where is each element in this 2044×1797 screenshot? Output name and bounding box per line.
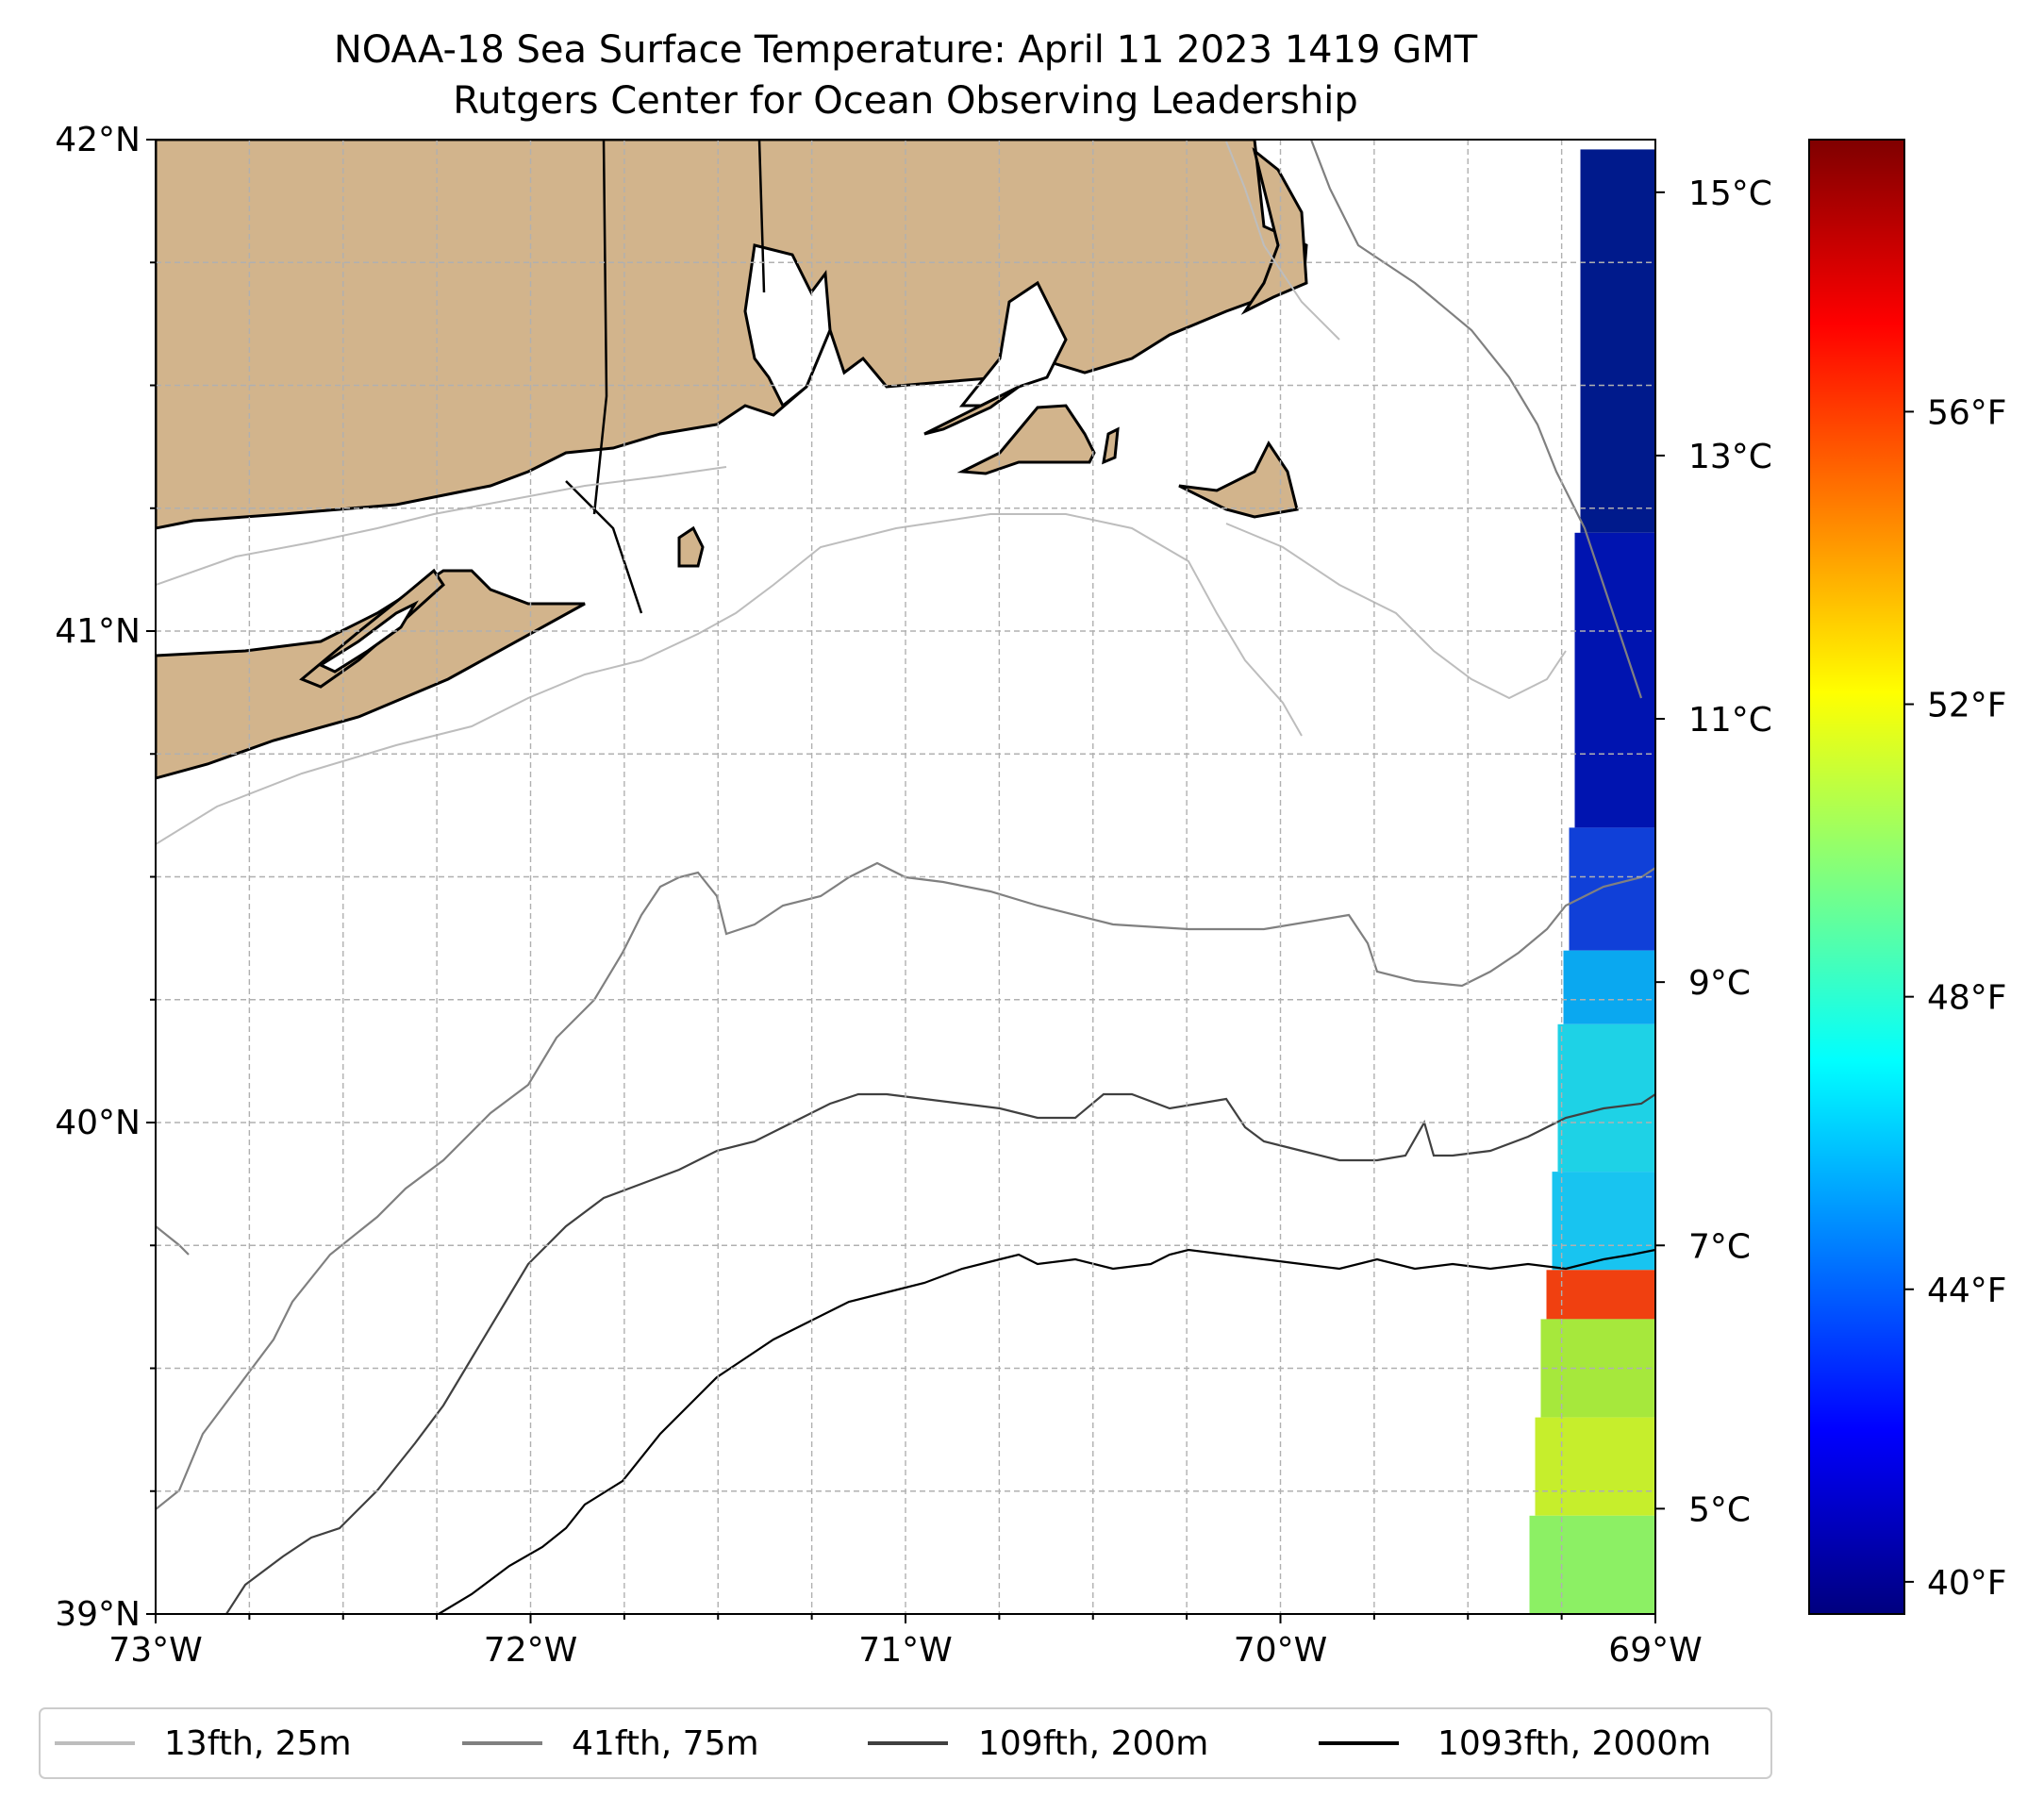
ny-ct-boundary xyxy=(565,480,643,614)
celsius-tick-label: 13°C xyxy=(1688,438,1772,476)
ri-ma-boundary xyxy=(757,140,766,293)
sst-band xyxy=(1540,1319,1655,1418)
x-tick-label: 72°W xyxy=(484,1631,577,1670)
isobath-75m-gulf-maine xyxy=(1309,140,1643,699)
y-tick-label: 39°N xyxy=(55,1595,141,1634)
map-axes: 73°W 72°W 71°W 70°W 69°W 42°N 41°N 40°N 39°N xyxy=(55,121,1702,1670)
x-tick-label: 69°W xyxy=(1608,1631,1702,1670)
celsius-tick-label: 15°C xyxy=(1688,175,1772,213)
celsius-tick-label: 7°C xyxy=(1688,1227,1751,1266)
colorbar-gradient xyxy=(1808,139,1905,1615)
land-masses xyxy=(156,140,1308,780)
colorbar: 15°C 13°C 11°C 9°C 7°C 5°C 56°F 52°F 48°F 44°F 40°… xyxy=(1655,139,2007,1615)
land-block-island xyxy=(677,525,705,568)
sst-band xyxy=(1563,950,1655,1024)
x-tick-label: 73°W xyxy=(108,1631,202,1670)
land-marthas-vineyard xyxy=(956,404,1096,475)
legend: 13fth, 25m 41fth, 75m 109fth, 200m 1093f… xyxy=(39,1707,1772,1779)
sst-band xyxy=(1535,1417,1655,1516)
state-boundaries xyxy=(565,140,766,614)
isobath-2000m xyxy=(438,1248,1655,1614)
isobath-25m-li-sound xyxy=(156,466,727,586)
isobath-75m-shelf xyxy=(156,861,1655,1510)
fahrenheit-tick-label: 48°F xyxy=(1927,979,2007,1018)
celsius-tick-label: 5°C xyxy=(1688,1490,1751,1529)
x-tick-label: 71°W xyxy=(858,1631,952,1670)
colorbar-ticks: 15°C 13°C 11°C 9°C 7°C 5°C 56°F 52°F 48°F 44°F 40°… xyxy=(1655,175,2007,1603)
land-long-island xyxy=(156,569,586,780)
chart-title-line2: Rutgers Center for Ocean Observing Leade… xyxy=(453,79,1358,123)
long-island-peconic-bay xyxy=(317,600,419,674)
fahrenheit-tick-label: 44°F xyxy=(1927,1272,2007,1310)
sst-band xyxy=(1552,1172,1655,1271)
sst-band xyxy=(1557,1023,1655,1173)
legend-label-200m: 109fth, 200m xyxy=(978,1724,1208,1763)
isobath-200m xyxy=(225,1092,1655,1614)
isobath-200m-shelf-break xyxy=(225,1092,1655,1614)
isobath-25m xyxy=(156,141,1567,845)
fahrenheit-tick-label: 56°F xyxy=(1927,393,2007,432)
sst-band xyxy=(1546,1270,1655,1320)
land-cape-cod xyxy=(1240,147,1308,315)
sst-band xyxy=(1529,1515,1655,1614)
fahrenheit-tick-label: 52°F xyxy=(1927,687,2007,725)
isobath-25m-southshore xyxy=(156,513,1303,845)
y-tick-label: 41°N xyxy=(55,612,141,651)
sst-band xyxy=(1574,532,1655,828)
y-tick-label: 40°N xyxy=(55,1104,141,1142)
sst-band xyxy=(1569,827,1655,951)
bays-inlets xyxy=(317,243,1068,674)
legend-label-75m: 41fth, 75m xyxy=(572,1724,759,1763)
isobath-25m-cape-outer xyxy=(1225,141,1340,341)
isobath-25m-nantucket-shoals xyxy=(1225,523,1567,700)
legend-label-25m: 13fth, 25m xyxy=(164,1724,352,1763)
map-panel xyxy=(156,140,1655,1614)
celsius-tick-label: 11°C xyxy=(1688,701,1772,740)
narragansett-bay xyxy=(743,243,832,408)
gridlines xyxy=(156,140,1655,1614)
x-tick-label: 70°W xyxy=(1234,1631,1327,1670)
celsius-tick-label: 9°C xyxy=(1688,964,1751,1003)
fahrenheit-tick-label: 40°F xyxy=(1927,1564,2007,1603)
isobath-2000m-slope xyxy=(438,1248,1655,1614)
chart-title-line1: NOAA-18 Sea Surface Temperature: April 1… xyxy=(334,28,1478,72)
land-muskeget xyxy=(1102,426,1120,465)
y-tick-label: 42°N xyxy=(55,121,141,159)
land-nantucket xyxy=(1178,441,1299,519)
ct-ri-boundary xyxy=(592,140,608,515)
sst-swath xyxy=(1529,149,1655,1614)
sst-band xyxy=(1580,149,1655,533)
legend-label-2000m: 1093fth, 2000m xyxy=(1437,1724,1711,1763)
buzzards-bay xyxy=(958,280,1068,408)
